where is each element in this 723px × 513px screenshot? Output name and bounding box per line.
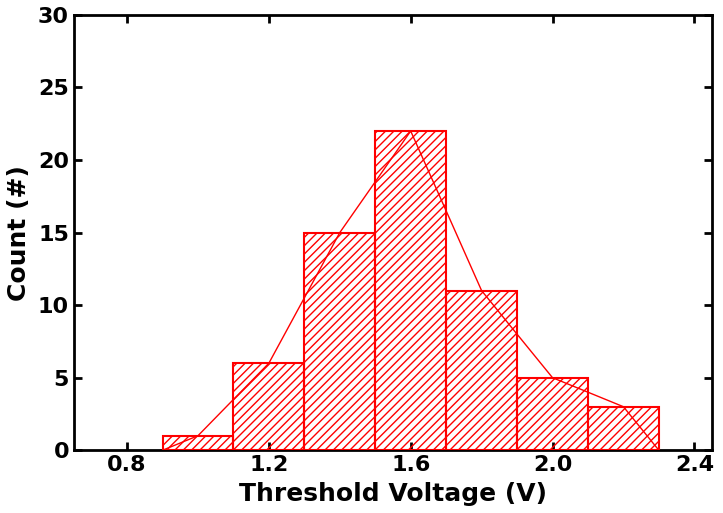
Bar (163, 436, 234, 450)
Bar (304, 232, 375, 450)
Bar (234, 363, 304, 450)
Bar (588, 407, 659, 450)
Bar (375, 131, 446, 450)
X-axis label: Threshold Voltage (V): Threshold Voltage (V) (239, 482, 547, 506)
Y-axis label: Count (#): Count (#) (7, 165, 31, 301)
Bar (446, 291, 517, 450)
Bar (517, 378, 588, 450)
